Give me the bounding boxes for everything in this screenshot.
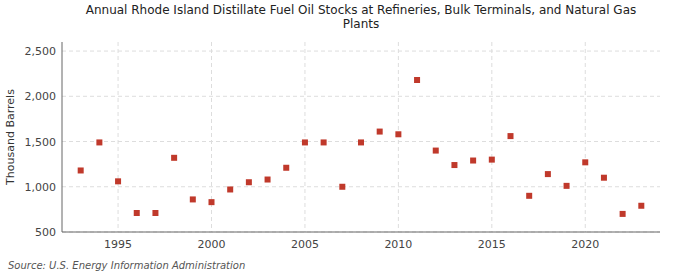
- grid-line: [62, 96, 660, 97]
- point: [545, 171, 551, 177]
- y-tick-label: 1,500: [25, 136, 57, 149]
- points: [78, 77, 645, 217]
- point: [451, 162, 457, 168]
- point: [470, 158, 476, 164]
- source-note: Source: U.S. Energy Information Administ…: [8, 260, 245, 271]
- point: [433, 148, 439, 154]
- point: [134, 210, 140, 216]
- point: [582, 159, 588, 165]
- y-tick-label: 500: [35, 226, 56, 239]
- point: [115, 178, 121, 184]
- y-tick-label: 2,000: [25, 90, 57, 103]
- point: [265, 177, 271, 183]
- point: [620, 211, 626, 217]
- point: [283, 165, 289, 171]
- grid-line: [62, 51, 660, 52]
- y-tick-label: 2,500: [25, 45, 57, 58]
- x-tick-label: 2010: [384, 238, 412, 251]
- point: [508, 133, 514, 139]
- point: [414, 77, 420, 83]
- grid: [62, 42, 660, 232]
- grid-line: [118, 42, 119, 232]
- grid-line: [491, 42, 492, 232]
- point: [358, 139, 364, 145]
- point: [395, 131, 401, 137]
- point: [526, 193, 532, 199]
- point: [339, 184, 345, 190]
- grid-line: [62, 186, 660, 187]
- point: [377, 129, 383, 135]
- x-axis-line: [62, 232, 660, 233]
- x-tick-label: 2015: [478, 238, 506, 251]
- x-tick-label: 1995: [104, 238, 132, 251]
- point: [564, 183, 570, 189]
- chart: 500 1,000 1,500 2,000 2,500 1995 2000 2005 2010 2…: [0, 0, 675, 275]
- point: [321, 139, 327, 145]
- point: [638, 203, 644, 209]
- tick-labels: 500 1,000 1,500 2,000 2,500 1995 2000 2005 2010 2…: [25, 45, 600, 251]
- y-axis-label: Thousand Barrels: [4, 89, 17, 186]
- point: [302, 139, 308, 145]
- x-tick-label: 2000: [198, 238, 226, 251]
- title: Annual Rhode Island Distillate Fuel Oil …: [86, 3, 637, 31]
- point: [246, 179, 252, 185]
- grid-line: [62, 232, 660, 233]
- y-tick-label: 1,000: [25, 181, 57, 194]
- point: [227, 186, 233, 192]
- point: [78, 167, 84, 173]
- point: [152, 210, 158, 216]
- point: [171, 155, 177, 161]
- grid-line: [585, 42, 586, 232]
- point: [190, 196, 196, 202]
- grid-line: [304, 42, 305, 232]
- point: [209, 199, 215, 205]
- x-tick-label: 2020: [571, 238, 599, 251]
- y-axis-line: [62, 42, 63, 232]
- point: [601, 175, 607, 181]
- x-tick-label: 2005: [291, 238, 319, 251]
- point: [96, 139, 102, 145]
- point: [489, 157, 495, 163]
